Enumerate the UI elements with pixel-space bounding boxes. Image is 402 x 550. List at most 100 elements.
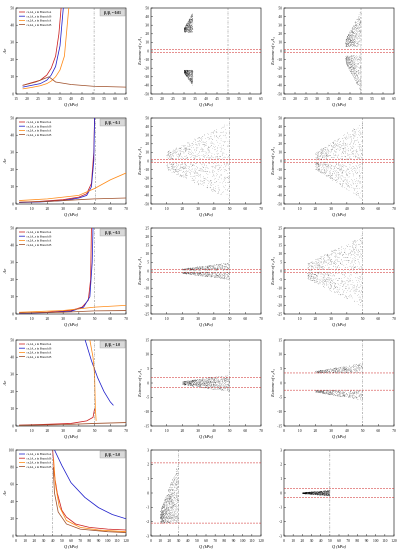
x-tick-label: 25 [304,97,308,101]
ratio-badge-label: β₀/βᵣ = 0.5 [105,231,120,235]
x-tick-label: 35 [58,97,62,101]
y-tick-label: 30 [10,261,14,265]
series-line-4 [19,310,126,314]
y-tick-label: 40 [145,125,149,129]
y-tick-label: -40 [144,84,149,88]
x-axis-label: Q (kPa) [199,212,214,217]
y-tick-label: 20 [278,142,282,146]
panel-r1-mid: 15 20 25 30 35 40 45 50 55 60 65 -50 -40 -30 -20 -10 0 10… [137,6,263,107]
y-tick-label: -5 [146,278,149,282]
y-tick-label: 0 [147,49,149,53]
series-line-3 [22,8,70,90]
series-line-3 [19,305,126,313]
y-tick-label: 30 [278,134,282,138]
x-tick-label: 30 [196,317,200,321]
x-tick-label: 50 [91,97,95,101]
y-tick-label: 0 [12,92,14,96]
x-tick-label: 45 [348,97,352,101]
y-tick-label: 20 [278,32,282,36]
x-tick-label: 20 [181,317,185,321]
x-tick-label: 10 [165,317,169,321]
x-tick-label: 60 [243,317,247,321]
y-tick-label: -25 [144,312,149,316]
y-tick-label: -20 [277,304,282,308]
ratio-badge-label: β₀/βᵣ = 0.1 [105,121,120,125]
ratio-badge: β₀/βᵣ = 0.5 [99,228,126,237]
x-axis-label: Q (kPa) [64,212,79,217]
x-tick-label: 20 [314,207,318,211]
x-tick-label: 40 [212,207,216,211]
x-tick-label: 55 [370,97,374,101]
y-axis-label: Ae [2,159,7,165]
y-tick-label: 50 [145,6,149,10]
y-tick-label: -20 [277,177,282,181]
y-tick-label: 10 [10,295,14,299]
panel-r2-right: 0 10 20 30 40 50 60 70 -50 -40 -30 -20 -10 0 10 20 30 40 5… [270,116,396,217]
legend-label: cs,2A_s in Branch A [27,129,53,134]
x-tick-label: 60 [248,97,252,101]
legend: cs,1A_s in Branch Acs,1A_s in Branch Bcs… [19,230,52,248]
y-axis-label: Extreme of c₂A₂ [270,257,275,286]
x-axis-label: Q (kPa) [199,102,214,107]
axes-frame [150,227,262,315]
x-tick-label: 30 [61,207,65,211]
series-line-4 [19,197,126,203]
y-tick-label: 20 [10,278,14,282]
x-tick-label: 20 [181,207,185,211]
y-tick-label: 15 [145,244,149,248]
x-axis-label: Q (kPa) [332,212,347,217]
y-tick-label: 10 [145,41,149,45]
y-tick-label: 20 [278,235,282,239]
y-tick-label: -10 [144,287,149,291]
y-tick-label: 30 [10,151,14,155]
x-tick-label: 60 [376,317,380,321]
y-tick-label: -10 [277,287,282,291]
x-tick-label: 25 [36,97,40,101]
panel-r3-right: 0 10 20 30 40 50 60 70 -25 -20 -15 -10 -5 0 5 10 15 20 25 Q… [270,226,396,327]
panel-r3-mid: 0 10 20 30 40 50 60 70 -25 -20 -15 -10 -5 0 5 10 15 20 25 Q… [137,226,263,327]
y-tick-label: 30 [10,41,14,45]
x-tick-label: 40 [345,207,349,211]
x-tick-label: 40 [204,97,208,101]
y-tick-label: 10 [278,151,282,155]
axes-frame [283,117,395,205]
y-tick-label: 50 [10,116,14,120]
x-tick-label: 35 [193,97,197,101]
y-tick-label: 20 [145,142,149,146]
x-tick-label: 30 [182,97,186,101]
axes-frame [283,227,395,315]
panel-r1-right: 15 20 25 30 35 40 45 50 55 60 65 -50 -40 -30 -20 -10 0 10… [270,6,396,107]
y-tick-label: -10 [144,58,149,62]
x-tick-label: 20 [160,97,164,101]
x-tick-label: 0 [150,207,152,211]
x-tick-label: 40 [345,317,349,321]
x-tick-label: 65 [124,97,128,101]
axes-frame [283,7,395,95]
legend-label: cs,1A_s in Branch A [27,120,53,125]
series-line-4 [22,76,126,88]
series-line-1 [19,118,95,203]
y-tick-label: 40 [10,134,14,138]
y-tick-label: 30 [278,24,282,28]
y-tick-label: 50 [145,116,149,120]
legend-label: cs,2A_s in Branch A [27,19,53,24]
y-tick-label: 0 [147,269,149,273]
panel-r2-mid: 0 10 20 30 40 50 60 70 -50 -40 -30 -20 -10 0 10 20 30 40 5… [137,116,263,217]
x-tick-label: 0 [15,317,17,321]
legend-label: cs,2A_s in Branch A [27,239,53,244]
panel-r2-left: 0 10 20 30 40 50 60 70 0 10 20 30 40 50 Q (kPa) Ae cs,1A… [2,116,128,217]
x-tick-label: 40 [77,317,81,321]
x-tick-label: 40 [77,207,81,211]
x-tick-label: 70 [259,317,263,321]
y-tick-label: -50 [277,202,282,206]
axes-frame [15,117,127,205]
x-tick-label: 60 [381,97,385,101]
x-tick-label: 45 [80,97,84,101]
x-tick-label: 55 [102,97,106,101]
y-tick-label: -40 [144,194,149,198]
y-tick-label: -20 [144,177,149,181]
x-tick-label: 10 [298,317,302,321]
y-tick-label: -10 [277,168,282,172]
x-tick-label: 15 [282,97,286,101]
